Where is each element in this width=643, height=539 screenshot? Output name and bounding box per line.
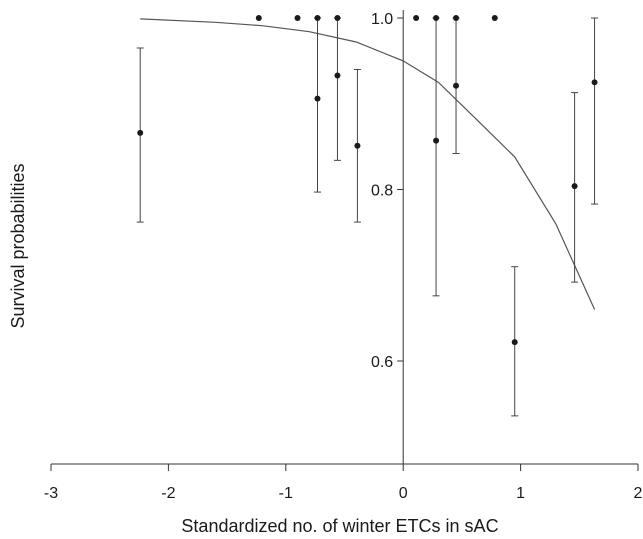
- x-tick-label: -2: [161, 485, 175, 502]
- data-point: [571, 183, 578, 190]
- x-tick-label: -3: [44, 485, 58, 502]
- fitted-curve: [140, 18, 596, 310]
- data-point: [294, 15, 301, 21]
- data-point: [354, 142, 361, 149]
- data-point: [255, 15, 262, 21]
- x-tick-label: 1: [516, 485, 525, 502]
- data-point: [491, 15, 498, 21]
- fitted-curve-layer: [140, 18, 596, 310]
- data-point: [334, 15, 341, 21]
- y-tick-label: 0.6: [371, 354, 393, 371]
- y-axis-title: Survival probabilities: [8, 163, 28, 328]
- data-points: [137, 15, 598, 346]
- data-point: [591, 79, 598, 86]
- data-point: [511, 339, 518, 346]
- data-point: [413, 15, 420, 21]
- error-bars: [136, 17, 599, 417]
- x-axis-title: Standardized no. of winter ETCs in sAC: [181, 516, 498, 536]
- data-point: [314, 15, 321, 21]
- x-tick-label: 0: [399, 485, 408, 502]
- y-tick-label: 1.0: [371, 11, 393, 28]
- data-point: [453, 15, 460, 21]
- data-point: [433, 15, 440, 21]
- data-point: [314, 95, 321, 102]
- data-point: [433, 137, 440, 144]
- y-tick-label: 0.8: [371, 183, 393, 200]
- data-point: [137, 129, 144, 136]
- x-tick-label: 2: [634, 485, 643, 502]
- x-tick-label: -1: [279, 485, 293, 502]
- data-point: [334, 72, 341, 79]
- data-point: [453, 82, 460, 89]
- axes: [50, 10, 639, 471]
- tick-labels: -3 -2 -1 0 1 2 0.6 0.8 1.0: [44, 11, 643, 502]
